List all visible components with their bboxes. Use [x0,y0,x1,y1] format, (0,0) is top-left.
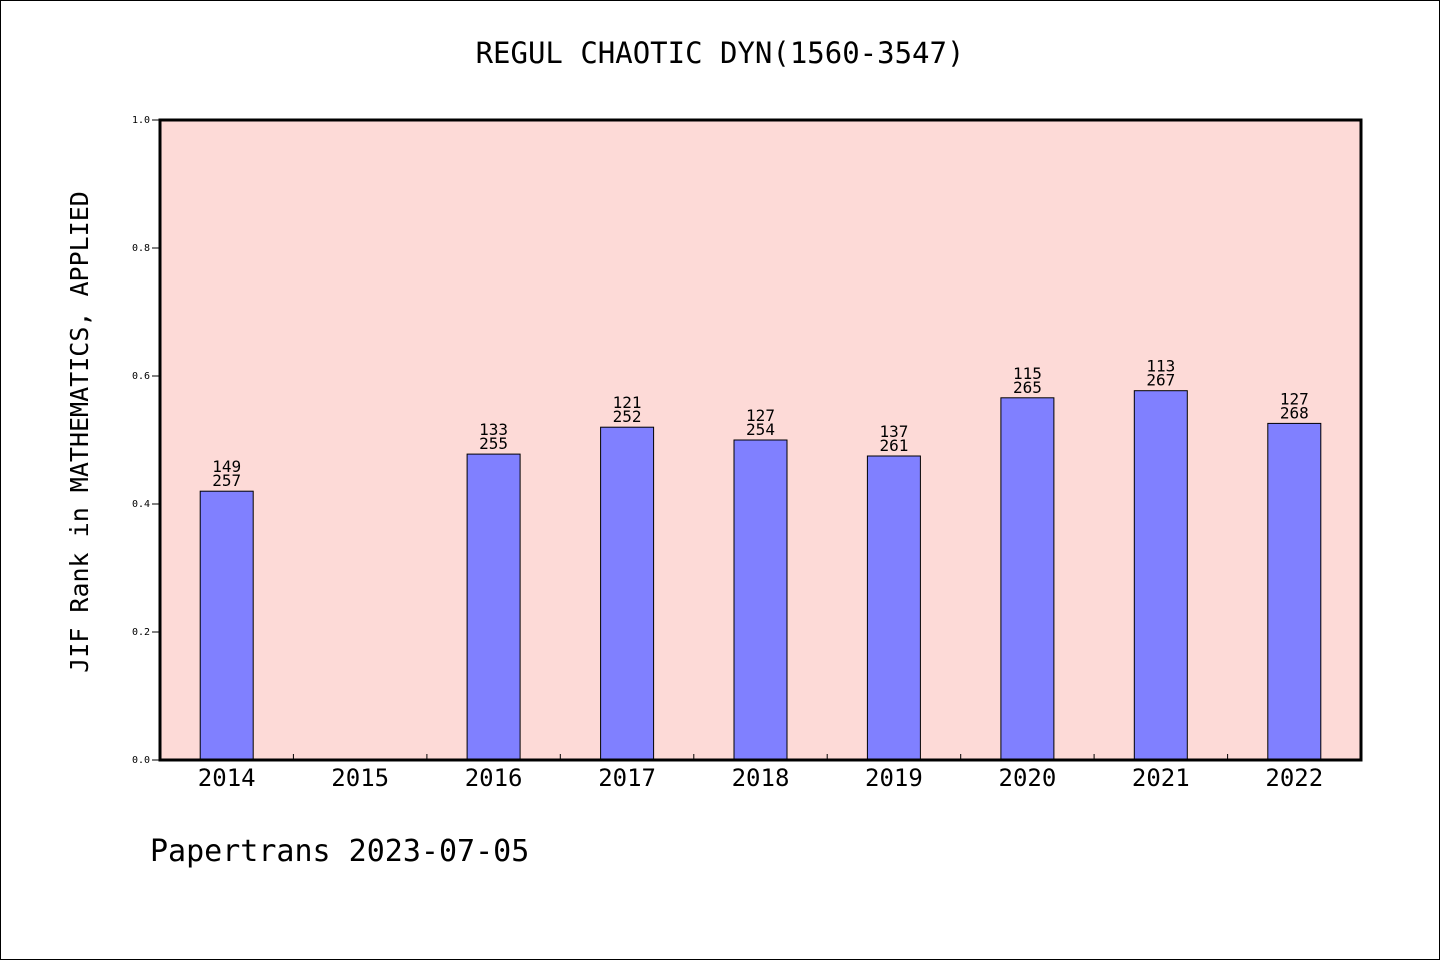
plot-border [158,118,1363,762]
axes-group: 2014 2015 2016 2017 2018 2019 2020 2021 2022 0.0 0… [132,115,1323,792]
rank-label-2022: 127 [1280,389,1309,408]
rank-label-2014: 149 [212,457,241,476]
bars-group [199,390,1322,761]
bar-2014 [199,490,254,761]
x-tick-label-2019: 2019 [865,764,923,792]
bar-2016 [466,453,521,761]
total-label-2014: 257 [212,471,241,490]
bar-2018 [733,439,788,761]
bar-2017 [600,426,655,761]
total-label-2020: 265 [1013,378,1042,397]
total-label-2018: 254 [746,420,775,439]
x-tick-label-2016: 2016 [465,764,523,792]
rank-label-2017: 121 [613,393,642,412]
y-tick-label: 0.8 [132,243,150,254]
x-tick-label-2017: 2017 [598,764,656,792]
y-axis-label: JIF Rank in MATHEMATICS, APPLIED [65,191,94,673]
bar-2022 [1267,422,1322,761]
total-label-2016: 255 [479,434,508,453]
y-tick-label: 0.4 [132,499,150,510]
x-tick-label-2022: 2022 [1265,764,1323,792]
x-tick-label-2020: 2020 [999,764,1057,792]
footer-text: Papertrans 2023-07-05 [150,834,530,869]
x-tick-label-2014: 2014 [198,764,256,792]
rank-label-2018: 127 [746,406,775,425]
y-tick-label: 1.0 [132,115,150,126]
bar-2019 [866,455,921,761]
y-tick-label: 0.0 [132,755,150,766]
bar-2021 [1133,390,1188,761]
bar-2020 [1000,397,1055,761]
total-label-2021: 267 [1146,371,1175,390]
y-tick-label: 0.6 [132,371,150,382]
x-tick-label-2021: 2021 [1132,764,1190,792]
x-tick-label-2015: 2015 [331,764,389,792]
total-label-2017: 252 [613,407,642,426]
rank-label-2016: 133 [479,420,508,439]
total-label-2019: 261 [879,436,908,455]
y-tick-label: 0.2 [132,627,150,638]
x-tick-label-2018: 2018 [732,764,790,792]
chart-title: REGUL CHAOTIC DYN(1560-3547) [475,36,965,70]
rank-label-2021: 113 [1146,357,1175,376]
total-label-2022: 268 [1280,403,1309,422]
rank-label-2020: 115 [1013,364,1042,383]
rank-label-2019: 137 [879,422,908,441]
